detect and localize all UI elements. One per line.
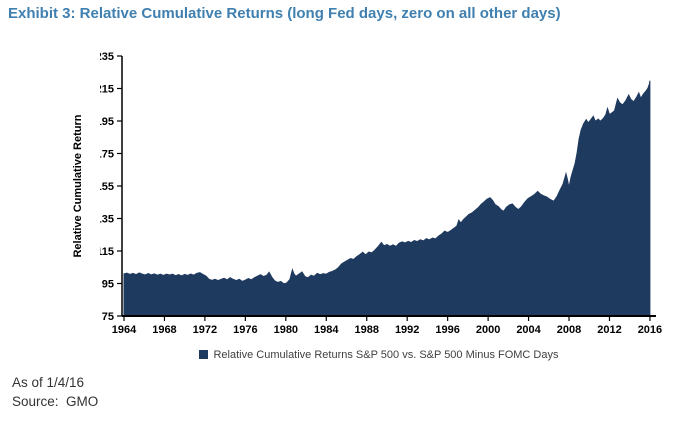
x-tick-label: 1992 [395, 324, 419, 336]
y-tick-label: 155 [100, 181, 114, 193]
y-tick-label: 135 [100, 214, 114, 226]
x-tick-label: 1972 [193, 324, 217, 336]
x-tick-label: 2016 [638, 324, 662, 336]
area-series [123, 80, 651, 317]
footer: As of 1/4/16 Source: GMO [12, 373, 98, 411]
y-tick-label: 175 [100, 149, 114, 161]
y-axis-title: Relative Cumulative Return [72, 114, 84, 258]
legend-swatch-icon [199, 350, 209, 359]
x-tick-label: 2004 [516, 324, 541, 336]
y-tick-label: 75 [102, 311, 114, 323]
exhibit-title: Exhibit 3: Relative Cumulative Returns (… [8, 5, 561, 22]
x-tick-label: 2008 [557, 324, 581, 336]
x-tick-label: 1976 [233, 324, 257, 336]
x-tick-label: 1996 [435, 324, 459, 336]
x-tick-label: 2012 [597, 324, 621, 336]
y-tick-label: 195 [100, 116, 114, 128]
cumulative-returns-area-chart: 75 95 115 135 155 175 195 215 235 1964 1968 1972 197… [100, 51, 662, 336]
y-tick-label: 95 [102, 279, 114, 291]
y-tick-label: 115 [100, 246, 114, 258]
legend-label: Relative Cumulative Returns S&P 500 vs. … [213, 348, 559, 361]
chart-legend: Relative Cumulative Returns S&P 500 vs. … [96, 347, 662, 362]
x-tick-label: 1984 [314, 324, 339, 336]
x-tick-label: 1968 [152, 324, 176, 336]
x-tick-label: 2000 [476, 324, 500, 336]
y-tick-label: 215 [100, 84, 114, 96]
x-tick-label: 1988 [354, 324, 378, 336]
source-line: Source: GMO [12, 394, 99, 409]
x-tick-label: 1964 [112, 324, 137, 336]
y-tick-label: 235 [100, 51, 114, 63]
x-tick-label: 1980 [274, 324, 298, 336]
as-of-date: As of 1/4/16 [12, 375, 85, 390]
